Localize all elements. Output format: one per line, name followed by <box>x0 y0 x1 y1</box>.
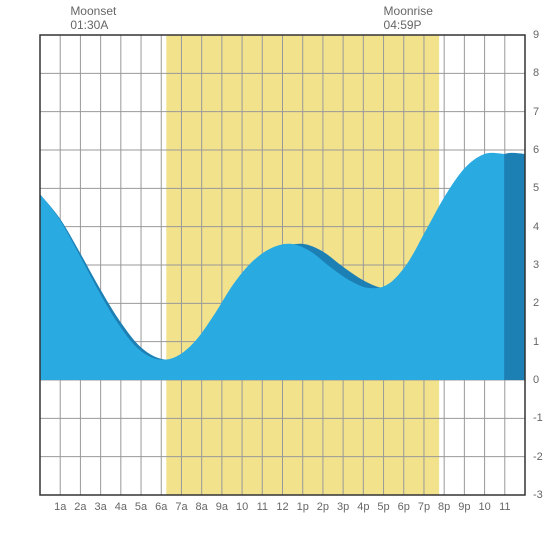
y-tick-label: 7 <box>533 106 539 118</box>
y-tick-label: -3 <box>533 489 543 501</box>
header-time: 01:30A <box>70 18 116 32</box>
y-tick-label: 3 <box>533 259 539 271</box>
y-tick-label: -1 <box>533 412 543 424</box>
x-tick-label: 7p <box>418 501 430 513</box>
x-tick-label: 7a <box>175 501 187 513</box>
x-tick-label: 11 <box>257 501 268 513</box>
x-tick-label: 2a <box>74 501 86 513</box>
x-tick-label: 8a <box>196 501 208 513</box>
y-tick-label: 9 <box>533 29 539 41</box>
x-tick-label: 10 <box>478 501 490 513</box>
x-tick-label: 3p <box>337 501 349 513</box>
y-tick-label: 6 <box>533 144 539 156</box>
x-tick-label: 4a <box>115 501 127 513</box>
x-tick-label: 12 <box>276 501 288 513</box>
chart-svg <box>0 0 550 550</box>
x-tick-label: 6a <box>155 501 167 513</box>
x-tick-label: 2p <box>317 501 329 513</box>
x-tick-label: 4p <box>357 501 369 513</box>
header-time: 04:59P <box>384 18 433 32</box>
x-tick-label: 6p <box>398 501 410 513</box>
x-tick-label: 9p <box>458 501 470 513</box>
x-tick-label: 9a <box>216 501 228 513</box>
y-tick-label: 8 <box>533 67 539 79</box>
x-tick-label: 5a <box>135 501 147 513</box>
moonset-label: Moonset01:30A <box>70 4 116 33</box>
tide-chart: 1a2a3a4a5a6a7a8a9a1011121p2p3p4p5p6p7p8p… <box>0 0 550 550</box>
header-title: Moonrise <box>384 4 433 18</box>
y-tick-label: -2 <box>533 451 543 463</box>
header-title: Moonset <box>70 4 116 18</box>
y-tick-label: 4 <box>533 221 539 233</box>
x-tick-label: 11 <box>499 501 510 513</box>
moonrise-label: Moonrise04:59P <box>384 4 433 33</box>
x-tick-label: 1a <box>54 501 66 513</box>
y-tick-label: 5 <box>533 182 539 194</box>
y-tick-label: 2 <box>533 297 539 309</box>
x-tick-label: 3a <box>95 501 107 513</box>
x-tick-label: 10 <box>236 501 248 513</box>
x-tick-label: 8p <box>438 501 450 513</box>
y-tick-label: 1 <box>533 336 539 348</box>
x-tick-label: 1p <box>297 501 309 513</box>
x-tick-label: 5p <box>377 501 389 513</box>
y-tick-label: 0 <box>533 374 539 386</box>
